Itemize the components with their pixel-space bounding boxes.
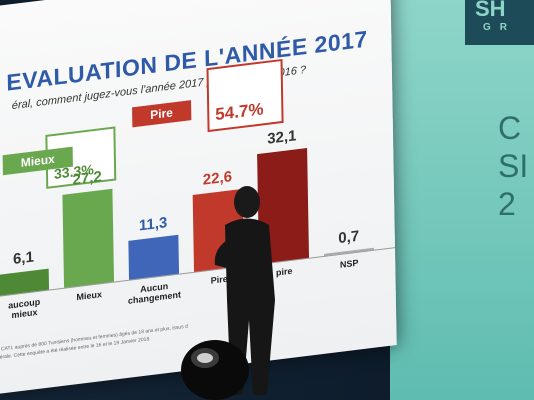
- category-label-5: NSP: [339, 257, 359, 270]
- badge-bottom-text: GR: [483, 22, 516, 33]
- bar-value-label-2: 11,3: [138, 214, 168, 235]
- bar-value-label-1: 27,2: [72, 167, 102, 189]
- category-label-2: Aucun changement: [127, 280, 181, 306]
- category-label-0: aucoup mieux: [8, 296, 41, 321]
- bar-value-label-0: 6,1: [12, 248, 35, 269]
- side-banner: [390, 0, 534, 400]
- banner-text-line-3: 2: [498, 186, 516, 222]
- bar-value-label-5: 0,7: [338, 227, 360, 247]
- bar-value-label-4: 32,1: [267, 127, 297, 148]
- badge-top-text: SH: [475, 0, 506, 21]
- bar-2: [128, 234, 180, 280]
- bar-0: [0, 268, 50, 296]
- sponsor-badge: SH GR: [465, 0, 534, 45]
- bar-1: [62, 188, 115, 288]
- category-label-1: Mieux: [76, 289, 103, 303]
- banner-text-line-1: C: [498, 110, 522, 146]
- banner-text-line-2: SI: [498, 148, 529, 184]
- stage-spotlight: [181, 340, 249, 400]
